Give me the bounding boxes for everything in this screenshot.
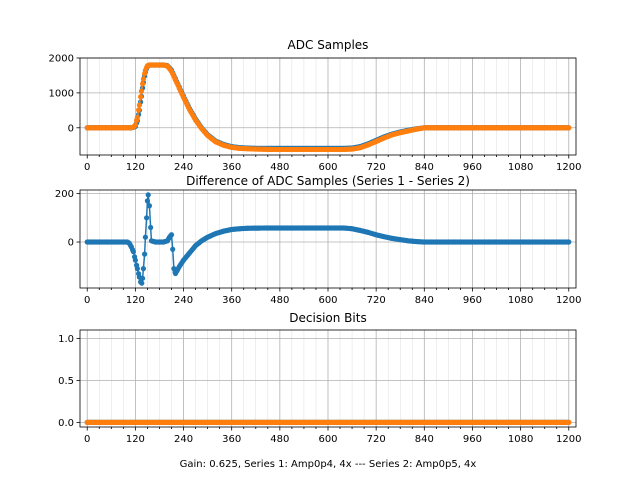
data-point [130,249,136,255]
data-point [134,114,140,120]
data-point [566,125,572,131]
data-point [138,94,144,100]
x-tick-label-decision-bits: 0 [84,434,90,445]
chart-title-difference: Difference of ADC Samples (Series 1 - Se… [186,174,470,188]
data-point [136,102,142,108]
x-tick-label-decision-bits: 1200 [556,434,581,445]
x-tick-label-difference: 480 [270,295,289,306]
y-tick-label-decision-bits: 0.0 [58,418,74,429]
data-point [566,419,572,425]
panel-decision-bits: Decision Bits 0 120 240 360 480 600 720 840 960 1… [58,311,581,470]
x-tick-label-difference: 360 [222,295,241,306]
data-point [132,122,138,128]
x-tick-label-adc-samples: 240 [174,162,193,173]
x-axis-label-decision-bits: Gain: 0.625, Series 1: Amp0p4, 4x --- Se… [180,459,477,470]
y-tick-label-adc-samples: 1000 [49,88,74,99]
y-tick-label-difference: 200 [55,189,74,200]
data-point [140,275,146,281]
x-tick-label-decision-bits: 480 [270,434,289,445]
data-point [142,251,148,257]
y-tick-label-difference: 0 [68,238,74,249]
x-tick-label-difference: 0 [84,295,90,306]
x-tick-label-difference: 960 [463,295,482,306]
data-point [140,266,146,272]
x-tick-label-difference: 1080 [508,295,533,306]
data-point [168,232,175,238]
x-tick-label-adc-samples: 0 [84,162,90,173]
x-tick-label-difference: 600 [318,295,337,306]
x-tick-label-decision-bits: 600 [318,434,337,445]
chart-title-decision-bits: Decision Bits [289,311,366,325]
x-tick-label-difference: 240 [174,295,193,306]
data-point [144,215,150,221]
data-point [145,192,151,198]
y-tick-label-adc-samples: 0 [68,123,74,134]
x-tick-label-difference: 120 [126,295,145,306]
x-tick-label-adc-samples: 840 [415,162,434,173]
data-point [140,76,146,82]
axes-frame-decision-bits [79,329,577,428]
chart-title-adc-samples: ADC Samples [288,38,369,52]
panel-difference: Difference of ADC Samples (Series 1 - Se… [55,174,582,306]
data-point [135,107,142,113]
x-tick-label-adc-samples: 480 [270,162,289,173]
data-point [132,257,138,263]
x-tick-label-decision-bits: 960 [463,434,482,445]
x-tick-label-difference: 1200 [556,295,581,306]
x-tick-label-decision-bits: 840 [415,434,434,445]
data-point [144,198,151,204]
data-point [140,81,146,87]
data-point [146,203,153,209]
x-tick-label-decision-bits: 360 [222,434,241,445]
data-point [142,234,149,240]
y-tick-label-decision-bits: 1.0 [58,334,74,345]
x-tick-label-difference: 840 [415,295,434,306]
panel-adc-samples: ADC Samples 0 120 240 360 480 600 720 840 960 108… [49,38,582,173]
x-tick-label-adc-samples: 1200 [556,162,581,173]
series-decision-bits-2 [84,419,572,425]
x-tick-label-decision-bits: 720 [367,434,386,445]
data-point [170,246,176,252]
x-tick-label-decision-bits: 240 [174,434,193,445]
x-tick-label-adc-samples: 360 [222,162,241,173]
axes-frame-adc-samples [79,57,577,156]
data-point [134,266,140,272]
x-tick-label-adc-samples: 1080 [508,162,533,173]
y-tick-label-adc-samples: 2000 [49,54,74,65]
series-difference-1 [84,192,572,286]
x-tick-label-difference: 720 [367,295,386,306]
y-tick-label-decision-bits: 0.5 [58,376,74,387]
x-tick-label-decision-bits: 1080 [508,434,533,445]
x-tick-label-adc-samples: 720 [367,162,386,173]
x-tick-label-adc-samples: 600 [318,162,337,173]
data-point [148,224,154,231]
x-tick-label-adc-samples: 120 [126,162,145,173]
series-adc-samples-2 [84,62,572,153]
data-point [566,239,572,245]
axes-frame-difference [79,189,577,289]
x-tick-label-decision-bits: 120 [126,434,145,445]
x-tick-label-adc-samples: 960 [463,162,482,173]
data-point [139,280,145,286]
data-point [138,88,144,94]
